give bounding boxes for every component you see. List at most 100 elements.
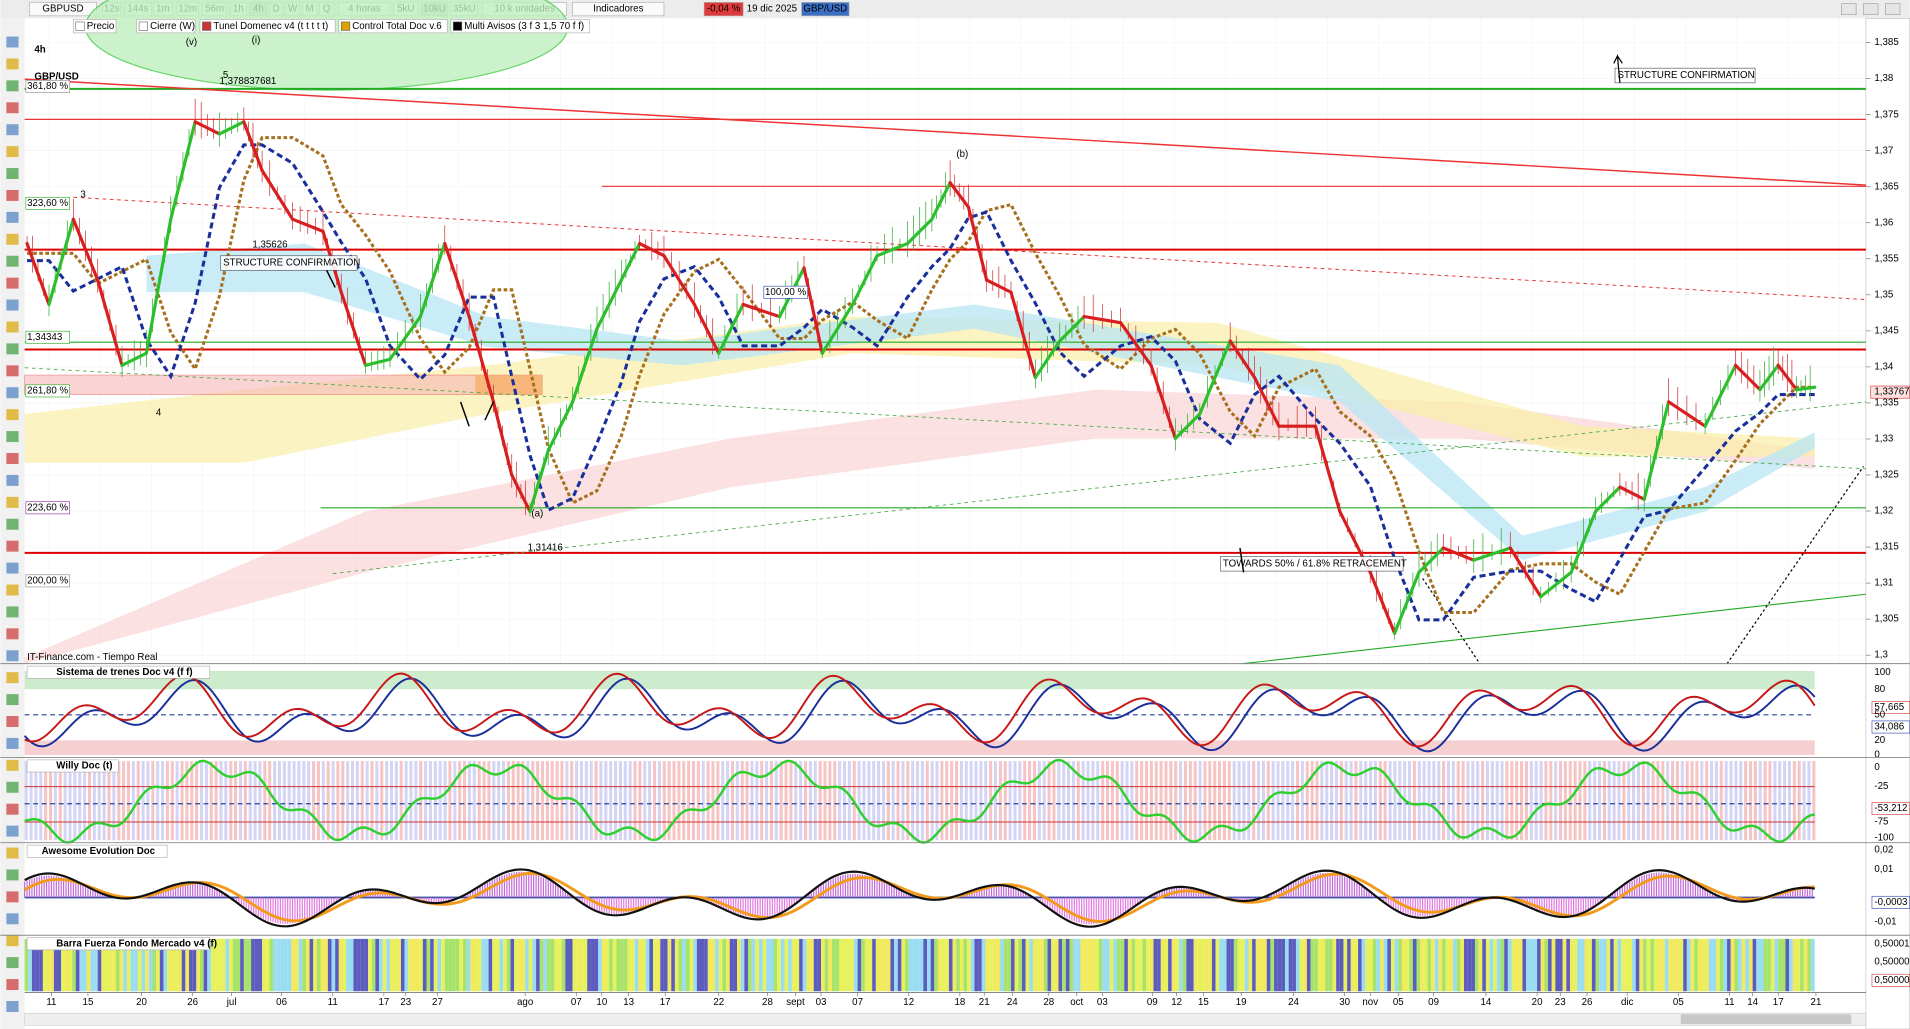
- tool-icon[interactable]: [6, 80, 19, 92]
- tool-icon[interactable]: [6, 935, 19, 947]
- tool-icon[interactable]: [6, 672, 19, 684]
- scrollbar[interactable]: [24, 1012, 1867, 1026]
- change-badge-label[interactable]: -0,04 %: [707, 4, 741, 15]
- tool-icon[interactable]: [6, 453, 19, 464]
- force-bar: [532, 938, 537, 992]
- force-bar: [199, 938, 204, 992]
- force-bar: [861, 938, 865, 992]
- tool-icon[interactable]: [6, 146, 19, 158]
- tool-icon[interactable]: [6, 562, 19, 574]
- stripe: [487, 761, 491, 841]
- tool-icon[interactable]: [6, 759, 19, 771]
- tool-icon[interactable]: [6, 803, 19, 815]
- legend-label[interactable]: Cierre (W): [150, 21, 195, 32]
- window-button[interactable]: [1863, 3, 1879, 15]
- tool-icon[interactable]: [6, 431, 19, 443]
- tool-icon[interactable]: [6, 606, 19, 618]
- tool-icon[interactable]: [6, 365, 19, 377]
- force-bar: [170, 938, 175, 992]
- force-bar: [981, 938, 986, 992]
- force-bar: [342, 938, 347, 992]
- tool-icon[interactable]: [6, 496, 19, 508]
- tool-icon[interactable]: [6, 737, 19, 749]
- pair-badge[interactable]: [801, 2, 850, 17]
- tool-icon[interactable]: [6, 211, 19, 223]
- tool-icon[interactable]: [6, 825, 19, 837]
- tool-icon[interactable]: [6, 650, 19, 662]
- legend-label[interactable]: Multi Avisos (3 f 3 1,5 70 f f): [464, 21, 584, 32]
- force-bar: [1803, 938, 1808, 992]
- window-button[interactable]: [1841, 3, 1857, 15]
- tool-icon[interactable]: [6, 409, 19, 421]
- tool-icon[interactable]: [6, 321, 19, 333]
- tool-icon[interactable]: [6, 102, 19, 114]
- tool-icon[interactable]: [6, 233, 19, 245]
- tool-icon[interactable]: [6, 36, 19, 48]
- tool-icon[interactable]: [6, 168, 19, 180]
- tool-icon[interactable]: [6, 847, 19, 859]
- panel-axis-label: 0,50000: [1874, 975, 1910, 986]
- price-segment: [905, 217, 934, 246]
- tool-icon[interactable]: [6, 474, 19, 486]
- tool-icon[interactable]: [6, 716, 19, 727]
- tool-icon[interactable]: [6, 518, 19, 530]
- pair-badge-label[interactable]: GBP/USD: [803, 4, 847, 15]
- stripe: [190, 761, 194, 841]
- tool-icon[interactable]: [6, 343, 19, 355]
- tool-icon[interactable]: [6, 913, 19, 925]
- x-tick-label: 05: [1673, 997, 1684, 1008]
- stripe: [277, 761, 281, 841]
- stripe: [789, 761, 793, 841]
- window-button[interactable]: [1885, 3, 1901, 15]
- symbol-select-label[interactable]: GBPUSD: [42, 4, 83, 15]
- force-bar: [1617, 938, 1622, 992]
- stripe: [1671, 761, 1675, 841]
- tool-icon[interactable]: [6, 124, 19, 136]
- tool-icon[interactable]: [6, 387, 19, 399]
- scroll-thumb[interactable]: [1680, 1014, 1852, 1025]
- change-badge[interactable]: [703, 2, 744, 17]
- tool-icon[interactable]: [6, 979, 19, 991]
- stripe: [565, 761, 569, 841]
- force-bar: [134, 938, 138, 992]
- stripe: [112, 761, 116, 841]
- tool-icon[interactable]: [6, 1000, 19, 1012]
- stripe: [1583, 761, 1587, 841]
- tool-icon[interactable]: [6, 694, 19, 706]
- price-segment: [638, 241, 666, 258]
- legend-label[interactable]: Control Total Doc v.6: [352, 21, 441, 32]
- tool-icon[interactable]: [6, 628, 19, 640]
- stripe: [1291, 761, 1295, 841]
- tool-icon[interactable]: [6, 869, 19, 881]
- legend-item[interactable]: [450, 19, 590, 34]
- price-segment: [467, 315, 496, 404]
- legend-item[interactable]: [136, 19, 196, 34]
- tool-icon[interactable]: [6, 540, 19, 552]
- force-bar: [1248, 938, 1253, 992]
- tool-icon[interactable]: [6, 277, 19, 289]
- force-bar: [137, 938, 142, 992]
- force-bar: [1383, 938, 1388, 992]
- stripe: [701, 761, 705, 841]
- force-bar: [1449, 938, 1454, 992]
- tool-icon[interactable]: [6, 255, 19, 267]
- indicators-button-label[interactable]: Indicadores: [593, 4, 643, 15]
- legend-label[interactable]: Precio: [87, 21, 115, 32]
- tool-icon[interactable]: [6, 299, 19, 311]
- legend-item[interactable]: [199, 19, 336, 34]
- force-bar: [521, 938, 526, 992]
- tool-icon[interactable]: [6, 189, 19, 201]
- tool-icon[interactable]: [6, 891, 19, 903]
- tool-icon[interactable]: [6, 957, 19, 969]
- tool-icon[interactable]: [6, 584, 19, 596]
- tool-icon[interactable]: [6, 58, 19, 70]
- legend-item[interactable]: [338, 19, 448, 34]
- stripe: [63, 761, 67, 841]
- force-bar: [448, 938, 453, 992]
- stripe: [1812, 761, 1816, 841]
- stripe: [141, 761, 145, 841]
- indicators-button[interactable]: [572, 2, 665, 17]
- stripe: [1076, 761, 1080, 841]
- legend-label[interactable]: Tunel Domenec v4 (t t t t t): [213, 21, 328, 32]
- tool-icon[interactable]: [6, 781, 19, 793]
